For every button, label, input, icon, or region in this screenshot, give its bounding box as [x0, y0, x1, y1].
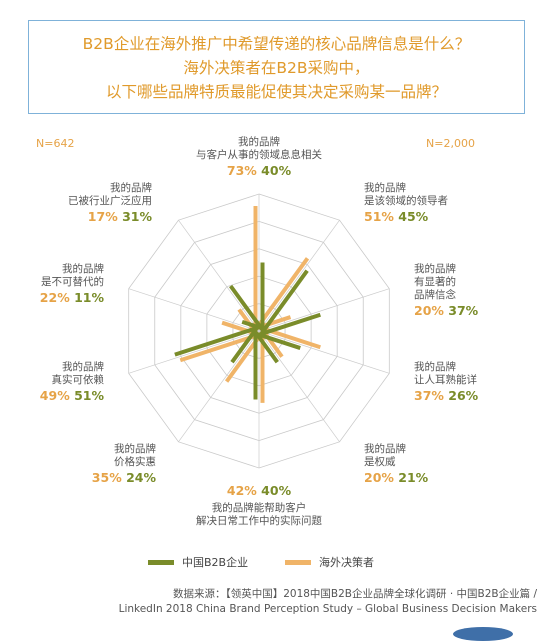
grid-spoke [178, 330, 260, 443]
cn-percent: 26% [448, 388, 478, 403]
title-box: B2B企业在海外推广中希望传递的核心品牌信息是什么？ 海外决策者在B2B采购中，… [28, 20, 525, 114]
cn-percent: 37% [448, 303, 478, 318]
overseas-percent: 51% [364, 209, 398, 224]
overseas-percent: 20% [364, 470, 398, 485]
cn-percent: 51% [74, 388, 104, 403]
category-text: 解决日常工作中的实际问题 [196, 514, 322, 527]
category-text: 真实可依赖 [52, 373, 105, 386]
overseas-percent: 37% [414, 388, 448, 403]
cn-percent: 11% [74, 290, 104, 305]
overseas-percent: 73% [227, 163, 261, 178]
percent-values: 17% 31% [88, 209, 153, 224]
title-line-3: 以下哪些品牌特质最能促使其决定采购某一品牌？ [105, 83, 447, 101]
percent-values: 37% 26% [414, 388, 479, 403]
category-text: 是不可替代的 [41, 275, 104, 288]
overseas-percent: 49% [40, 388, 74, 403]
legend-label-overseas: 海外决策者 [319, 556, 374, 569]
category-text: 与客户从事的领域息息相关 [196, 148, 322, 161]
cn-percent: 31% [122, 209, 152, 224]
overseas-bar-1 [254, 257, 310, 331]
percent-values: 49% 51% [40, 388, 105, 403]
category-text: 我的品牌 [110, 181, 152, 194]
category-text: 我的品牌 [414, 360, 456, 373]
cn-bar-7 [174, 325, 259, 357]
legend-item-cn: 中国B2B企业 [148, 554, 248, 570]
cn-percent: 45% [398, 209, 428, 224]
grid-spoke [258, 219, 340, 332]
category-text: 我的品牌 [414, 262, 456, 275]
cn-percent: 40% [261, 483, 291, 498]
grid-spoke [258, 330, 390, 374]
percent-values: 20% 37% [414, 303, 479, 318]
percent-values: 22% 11% [40, 290, 105, 305]
grid-spoke [178, 219, 260, 332]
category-text: 我的品牌 [238, 135, 280, 148]
percent-values: 20% 21% [364, 470, 429, 485]
category-text: 是该领域的领导者 [364, 194, 448, 207]
category-text: 价格实惠 [114, 455, 156, 468]
source-line-1: 数据来源：【领英中国】2018中国B2B企业品牌全球化调研 · 中国B2B企业篇… [172, 588, 537, 600]
legend-label-cn: 中国B2B企业 [182, 556, 249, 569]
legend-item-overseas: 海外决策者 [285, 554, 374, 570]
percent-values: 42% 40% [227, 483, 292, 498]
cn-bar-3 [257, 332, 301, 350]
category-text: 让人耳熟能详 [414, 373, 477, 386]
decorative-shape [453, 627, 513, 641]
grid-spoke [258, 330, 340, 443]
title-line-2: 海外决策者在B2B采购中， [183, 59, 370, 77]
cn-percent: 40% [261, 163, 291, 178]
overseas-percent: 17% [88, 209, 122, 224]
sample-size-right: N=2,000 [426, 137, 475, 150]
grid-spoke [128, 330, 260, 374]
legend-swatch-overseas [285, 559, 311, 565]
category-text: 是权威 [364, 455, 396, 468]
cn-percent: 24% [126, 470, 156, 485]
category-text: 已被行业广泛应用 [68, 194, 152, 207]
cn-bar-9 [229, 284, 264, 331]
category-text: 我的品牌 [62, 360, 104, 373]
source-line-2: LinkedIn 2018 China Brand Perception Stu… [118, 603, 537, 615]
title-line-1: B2B企业在海外推广中希望传递的核心品牌信息是什么？ [82, 35, 471, 53]
grid-spoke [258, 288, 390, 332]
percent-values: 35% 24% [92, 470, 157, 485]
data-source: 数据来源：【领英中国】2018中国B2B企业品牌全球化调研 · 中国B2B企业篇… [119, 587, 537, 617]
cn-percent: 21% [398, 470, 428, 485]
category-text: 我的品牌 [364, 442, 406, 455]
category-text: 我的品牌 [62, 262, 104, 275]
category-text: 我的品牌能帮助客户 [212, 501, 307, 514]
legend-swatch-cn [148, 559, 174, 565]
cn-bar-6 [230, 327, 258, 364]
category-text: 我的品牌 [114, 442, 156, 455]
overseas-percent: 42% [227, 483, 261, 498]
percent-values: 51% 45% [364, 209, 429, 224]
cn-bar-1 [260, 269, 309, 335]
percent-values: 73% 40% [227, 163, 292, 178]
cn-bar-2 [259, 312, 321, 337]
sample-size-left: N=642 [36, 137, 75, 150]
overseas-percent: 22% [40, 290, 74, 305]
category-text: 品牌信念 [414, 288, 456, 301]
grid-spoke [128, 288, 260, 332]
category-text: 我的品牌 [364, 181, 406, 194]
overseas-percent: 20% [414, 303, 448, 318]
cn-bar-8 [241, 319, 261, 330]
overseas-percent: 35% [92, 470, 126, 485]
category-text: 有显著的 [414, 275, 456, 288]
cn-bar-4 [254, 331, 279, 364]
